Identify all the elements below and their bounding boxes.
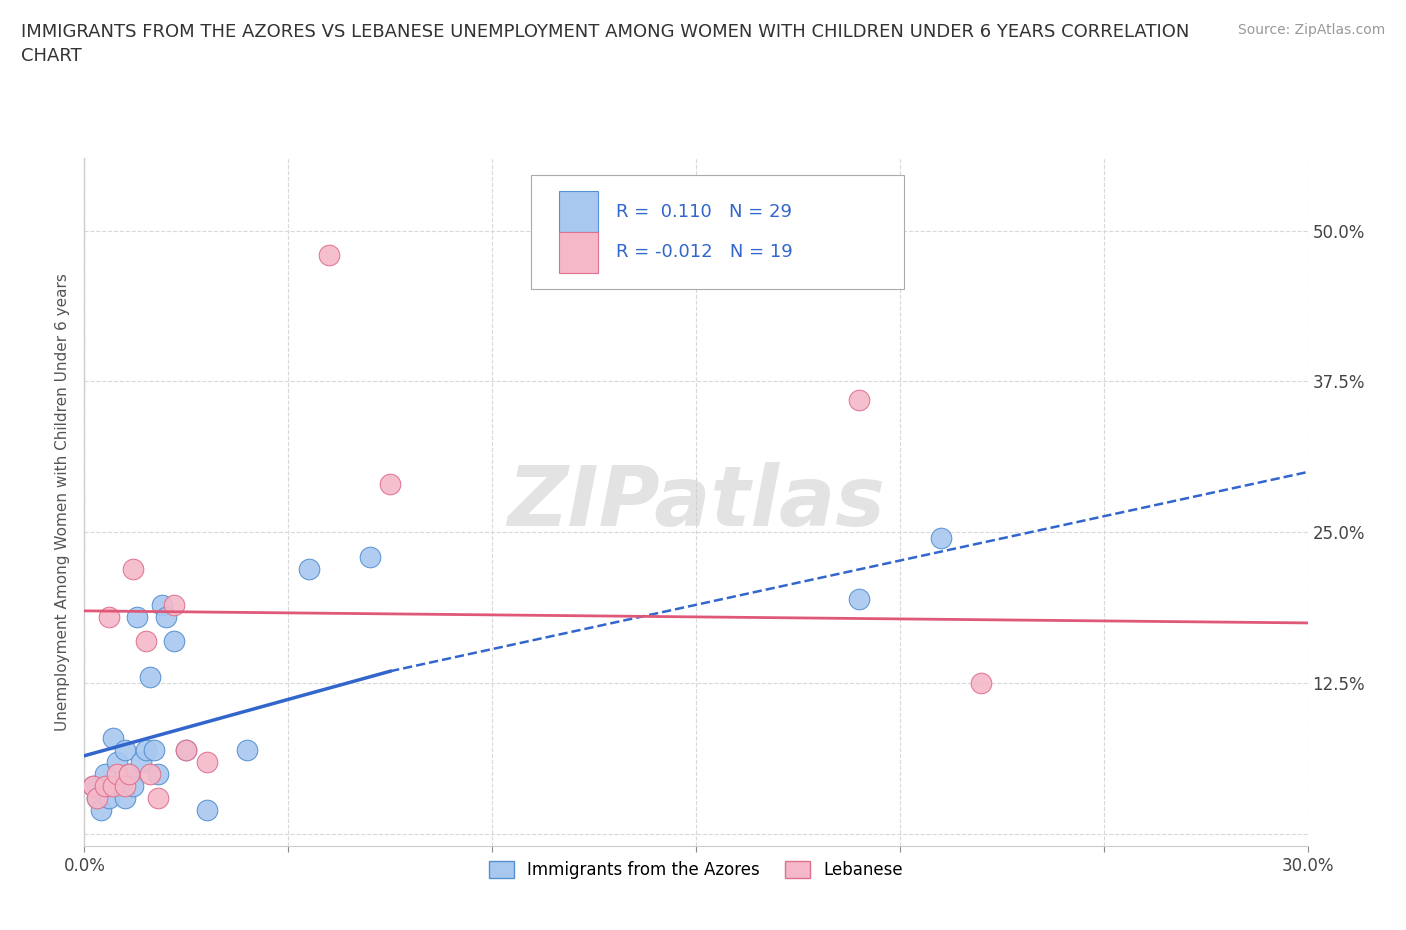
Text: ZIPatlas: ZIPatlas xyxy=(508,461,884,543)
Bar xyxy=(560,192,598,232)
Point xyxy=(93,778,115,793)
Point xyxy=(118,766,141,781)
Point xyxy=(97,609,120,624)
Point xyxy=(146,790,169,805)
Point xyxy=(131,754,153,769)
Point xyxy=(110,778,132,793)
Point xyxy=(848,591,870,606)
Point xyxy=(195,803,218,817)
Point xyxy=(118,766,141,781)
Point xyxy=(163,597,186,612)
Point xyxy=(114,742,136,757)
Text: IMMIGRANTS FROM THE AZORES VS LEBANESE UNEMPLOYMENT AMONG WOMEN WITH CHILDREN UN: IMMIGRANTS FROM THE AZORES VS LEBANESE U… xyxy=(21,23,1189,65)
Point xyxy=(135,633,157,648)
Point xyxy=(114,778,136,793)
Point xyxy=(97,790,120,805)
Point xyxy=(127,609,149,624)
Text: R =  0.110   N = 29: R = 0.110 N = 29 xyxy=(616,203,793,220)
Point xyxy=(122,778,145,793)
Point xyxy=(380,477,402,492)
Point xyxy=(848,392,870,407)
Point xyxy=(174,742,197,757)
Point xyxy=(97,778,120,793)
Bar xyxy=(560,232,598,273)
Point xyxy=(236,742,259,757)
Point xyxy=(929,531,952,546)
Point xyxy=(101,778,124,793)
Point xyxy=(122,561,145,576)
Point xyxy=(359,549,381,564)
Point xyxy=(82,778,104,793)
Legend: Immigrants from the Azores, Lebanese: Immigrants from the Azores, Lebanese xyxy=(482,855,910,886)
Point xyxy=(105,754,128,769)
Text: R = -0.012   N = 19: R = -0.012 N = 19 xyxy=(616,244,793,261)
Point xyxy=(114,790,136,805)
Point xyxy=(86,790,108,805)
Point xyxy=(138,670,160,684)
Point xyxy=(970,676,993,691)
FancyBboxPatch shape xyxy=(531,176,904,289)
Point xyxy=(138,766,160,781)
Point xyxy=(101,730,124,745)
Point xyxy=(86,790,108,805)
Point xyxy=(174,742,197,757)
Point xyxy=(318,247,340,262)
Point xyxy=(195,754,218,769)
Text: Source: ZipAtlas.com: Source: ZipAtlas.com xyxy=(1237,23,1385,37)
Y-axis label: Unemployment Among Women with Children Under 6 years: Unemployment Among Women with Children U… xyxy=(55,273,70,731)
Point xyxy=(105,766,128,781)
Point xyxy=(142,742,165,757)
Point xyxy=(298,561,321,576)
Point xyxy=(93,766,115,781)
Point xyxy=(163,633,186,648)
Point xyxy=(155,609,177,624)
Point xyxy=(146,766,169,781)
Point xyxy=(82,778,104,793)
Point xyxy=(90,803,112,817)
Point xyxy=(150,597,173,612)
Point xyxy=(135,742,157,757)
